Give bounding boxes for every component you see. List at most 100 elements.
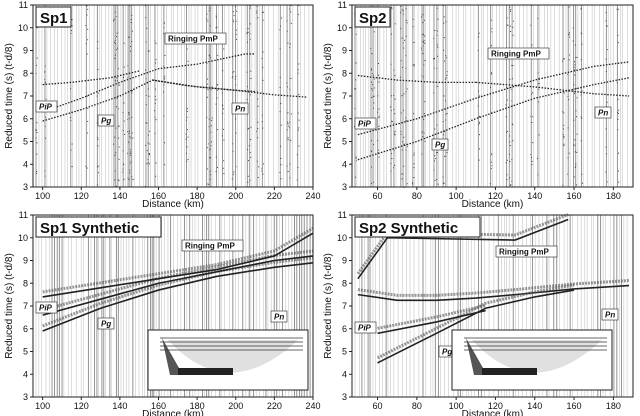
trace-noise (155, 119, 157, 121)
trace-noise (574, 144, 576, 146)
trace-noise (402, 141, 404, 143)
trace-noise (490, 168, 492, 170)
trace-noise (411, 183, 413, 185)
trace-noise (403, 143, 405, 145)
trace-noise (87, 28, 89, 30)
trace-noise (216, 84, 218, 86)
trace-noise (232, 19, 234, 21)
trace-noise (537, 157, 539, 159)
trace-noise (123, 42, 125, 44)
trace-noise (422, 33, 424, 35)
trace-noise (445, 77, 447, 79)
trace-noise (355, 33, 357, 35)
trace-noise (436, 7, 438, 9)
y-tick-label: 10 (337, 233, 347, 243)
trace-noise (71, 19, 73, 21)
y-tick-label: 9 (342, 256, 347, 266)
trace-noise (530, 157, 532, 159)
trace-noise (445, 119, 447, 121)
trace-noise (129, 169, 131, 171)
trace-noise (289, 177, 291, 179)
trace-noise (114, 170, 116, 172)
trace-noise (279, 171, 281, 173)
trace-noise (401, 37, 403, 39)
trace-noise (605, 128, 607, 130)
trace-noise (393, 149, 395, 151)
trace-noise (512, 34, 514, 36)
x-tick-label: 120 (74, 191, 89, 201)
trace-noise (436, 178, 438, 180)
trace-noise (406, 146, 408, 148)
trace-noise (394, 113, 396, 115)
panel-title-box (354, 216, 481, 238)
trace-noise (617, 8, 619, 10)
trace-noise (128, 132, 130, 134)
trace-noise (297, 112, 299, 114)
trace-noise (289, 43, 291, 45)
trace-noise (444, 100, 446, 102)
trace-noise (576, 88, 578, 90)
trace-noise (222, 167, 224, 169)
trace-noise (412, 64, 414, 66)
trace-noise (298, 127, 300, 129)
trace-noise (509, 78, 511, 80)
trace-noise (290, 5, 292, 7)
trace-noise (257, 176, 259, 178)
trace-noise (211, 119, 213, 121)
phase-label-box (594, 106, 612, 119)
trace-noise (405, 117, 407, 119)
trace-noise (403, 136, 405, 138)
trace-noise (510, 9, 512, 11)
trace-noise (279, 86, 281, 88)
trace-noise (531, 164, 533, 166)
trace-noise (530, 5, 532, 7)
velocity-model-inset (451, 329, 613, 391)
trace-noise (434, 158, 436, 160)
trace-noise (370, 182, 372, 184)
trace-noise (563, 128, 565, 130)
trace-noise (70, 88, 72, 90)
trace-noise (206, 147, 208, 149)
trace-noise (355, 62, 357, 64)
trace-noise (215, 156, 217, 158)
trace-noise (580, 116, 582, 118)
phase-label-box (487, 47, 550, 60)
trace-noise (127, 131, 129, 133)
phase-label-pip: PiP (358, 120, 372, 129)
trace-noise (510, 184, 512, 186)
trace-noise (148, 153, 150, 155)
trace-noise (509, 25, 511, 27)
trace-noise (446, 113, 448, 115)
trace-noise (371, 88, 373, 90)
y-tick-label: 11 (338, 0, 347, 10)
trace-noise (580, 94, 582, 96)
trace-noise (290, 22, 292, 24)
trace-noise (163, 77, 165, 79)
y-axis-label: Reduced time (s) (t-d/8) (4, 43, 15, 149)
trace-noise (250, 70, 252, 72)
trace-noise (86, 167, 88, 169)
trace-noise (127, 77, 129, 79)
trace-noise (118, 146, 120, 148)
phase-label-pmp: Ringing PmP (491, 50, 541, 59)
trace-noise (563, 92, 565, 94)
trace-noise (421, 131, 423, 133)
x-axis-label: Distance (km) (142, 409, 204, 416)
trace-noise (394, 131, 396, 133)
y-tick-label: 4 (23, 369, 28, 379)
trace-noise (403, 165, 405, 167)
trace-noise (573, 119, 575, 121)
trace-noise (437, 183, 439, 185)
velocity-model-inset (147, 329, 309, 391)
trace-noise (400, 133, 402, 135)
trace-noise (215, 15, 217, 17)
trace-noise (424, 140, 426, 142)
y-tick-label: 6 (342, 324, 347, 334)
trace-noise (87, 8, 89, 10)
trace-noise (36, 173, 38, 175)
trace-noise (148, 50, 150, 52)
trace-noise (443, 183, 445, 185)
panel-title: Sp2 (359, 10, 387, 27)
phase-pick-pn (475, 81, 630, 97)
trace-noise (114, 136, 116, 138)
